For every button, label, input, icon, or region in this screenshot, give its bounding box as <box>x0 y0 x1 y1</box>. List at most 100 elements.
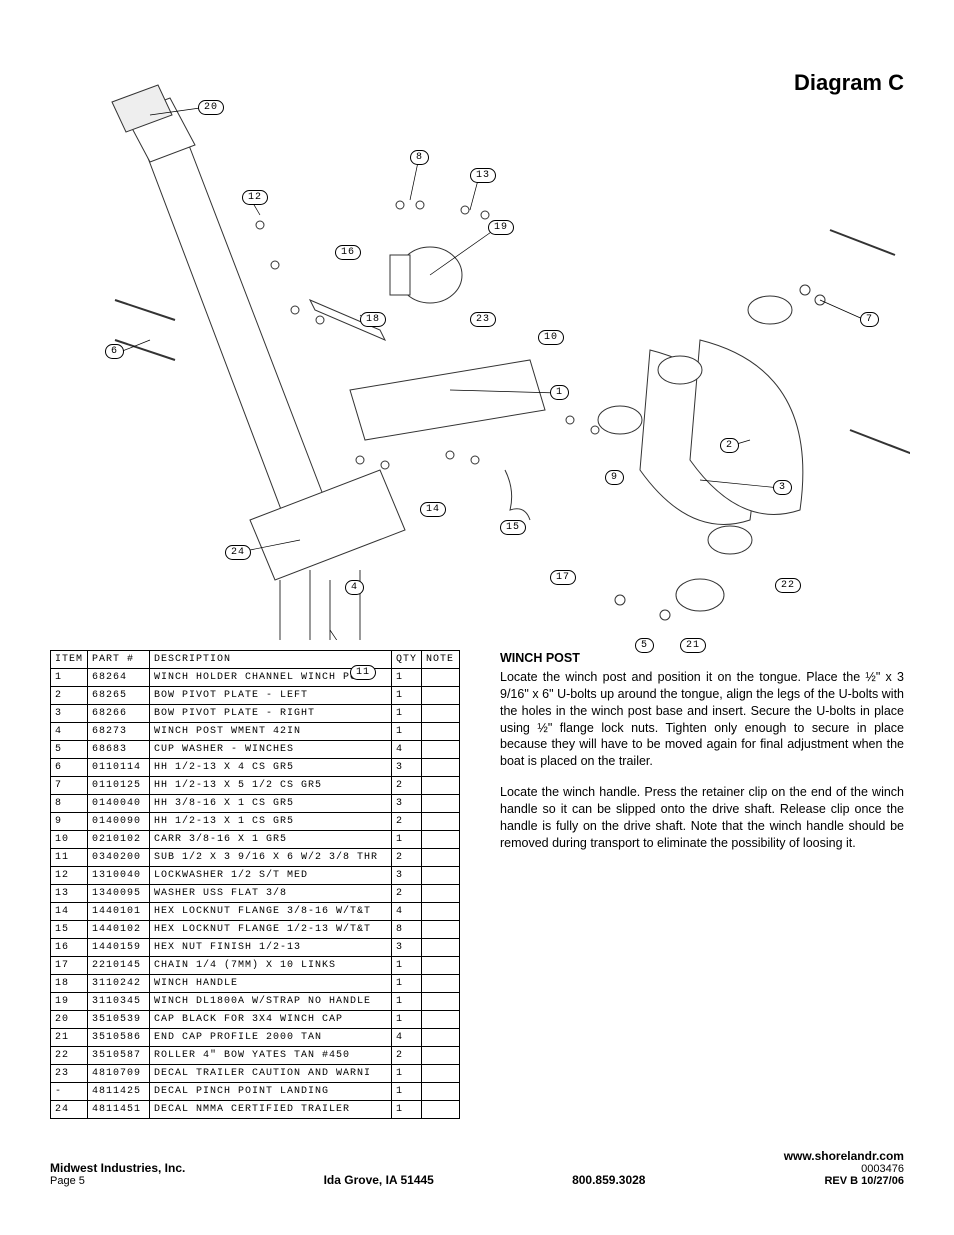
table-cell: 1 <box>391 831 421 849</box>
table-cell <box>422 885 460 903</box>
table-cell: 7 <box>51 777 88 795</box>
table-cell: 3110345 <box>88 993 150 1011</box>
table-cell <box>422 1011 460 1029</box>
section-title: WINCH POST <box>500 650 904 667</box>
table-cell: 23 <box>51 1065 88 1083</box>
table-cell: 2 <box>391 777 421 795</box>
table-cell: 18 <box>51 975 88 993</box>
table-cell: 4 <box>391 903 421 921</box>
table-cell: BOW PIVOT PLATE - RIGHT <box>150 705 392 723</box>
callout-7: 7 <box>860 312 879 327</box>
table-row: 131340095WASHER USS FLAT 3/82 <box>51 885 460 903</box>
footer-url: www.shorelandr.com <box>784 1149 904 1163</box>
table-cell <box>422 831 460 849</box>
th-part: PART # <box>88 651 150 669</box>
table-cell: 1 <box>391 1011 421 1029</box>
callout-16: 16 <box>335 245 361 260</box>
table-cell: 15 <box>51 921 88 939</box>
table-cell: HH 1/2-13 X 1 CS GR5 <box>150 813 392 831</box>
table-cell: 16 <box>51 939 88 957</box>
table-cell: 3 <box>391 795 421 813</box>
table-row: 203510539CAP BLACK FOR 3X4 WINCH CAP1 <box>51 1011 460 1029</box>
table-cell: 68266 <box>88 705 150 723</box>
table-cell: WINCH HANDLE <box>150 975 392 993</box>
table-row: -4811425DECAL PINCH POINT LANDING1 <box>51 1083 460 1101</box>
parts-table: ITEM PART # DESCRIPTION QTY NOTE 168264W… <box>50 650 460 1119</box>
table-row: 223510587ROLLER 4" BOW YATES TAN #4502 <box>51 1047 460 1065</box>
exploded-diagram: Diagram C <box>50 40 904 640</box>
table-row: 141440101HEX LOCKNUT FLANGE 3/8-16 W/T&T… <box>51 903 460 921</box>
table-cell: 22 <box>51 1047 88 1065</box>
table-cell: 0210102 <box>88 831 150 849</box>
table-row: 151440102HEX LOCKNUT FLANGE 1/2-13 W/T&T… <box>51 921 460 939</box>
table-cell <box>422 687 460 705</box>
table-cell: 0110114 <box>88 759 150 777</box>
table-cell: HH 1/2-13 X 5 1/2 CS GR5 <box>150 777 392 795</box>
callout-21: 21 <box>680 638 706 653</box>
table-cell: DECAL TRAILER CAUTION AND WARNI <box>150 1065 392 1083</box>
footer-location: Ida Grove, IA 51445 <box>324 1173 434 1187</box>
callout-23: 23 <box>470 312 496 327</box>
table-cell: 4 <box>391 1029 421 1047</box>
table-cell: 2 <box>51 687 88 705</box>
table-cell: ROLLER 4" BOW YATES TAN #450 <box>150 1047 392 1065</box>
table-cell: 1 <box>391 957 421 975</box>
table-cell <box>422 759 460 777</box>
table-cell <box>422 975 460 993</box>
table-cell: 3 <box>391 759 421 777</box>
table-row: 368266BOW PIVOT PLATE - RIGHT1 <box>51 705 460 723</box>
instructions-column: WINCH POST Locate the winch post and pos… <box>500 650 904 866</box>
table-cell: 3510586 <box>88 1029 150 1047</box>
callout-17: 17 <box>550 570 576 585</box>
table-cell: - <box>51 1083 88 1101</box>
table-row: 568683CUP WASHER - WINCHES4 <box>51 741 460 759</box>
table-cell <box>422 849 460 867</box>
callout-12: 12 <box>242 190 268 205</box>
table-cell: 1440101 <box>88 903 150 921</box>
footer-company: Midwest Industries, Inc. <box>50 1161 185 1175</box>
footer-phone: 800.859.3028 <box>572 1173 645 1187</box>
table-cell: HEX LOCKNUT FLANGE 3/8-16 W/T&T <box>150 903 392 921</box>
table-cell: 17 <box>51 957 88 975</box>
table-cell: 3110242 <box>88 975 150 993</box>
table-cell <box>422 705 460 723</box>
table-cell <box>422 777 460 795</box>
table-cell: 2 <box>391 885 421 903</box>
callout-22: 22 <box>775 578 801 593</box>
table-cell: 3 <box>51 705 88 723</box>
callout-2: 2 <box>720 438 739 453</box>
table-cell: CAP BLACK FOR 3X4 WINCH CAP <box>150 1011 392 1029</box>
table-row: 100210102CARR 3/8-16 X 1 GR51 <box>51 831 460 849</box>
table-cell: END CAP PROFILE 2000 TAN <box>150 1029 392 1047</box>
table-cell: LOCKWASHER 1/2 S/T MED <box>150 867 392 885</box>
table-row: 183110242WINCH HANDLE1 <box>51 975 460 993</box>
callout-4: 4 <box>345 580 364 595</box>
diagram-svg <box>50 40 910 640</box>
table-cell: 2 <box>391 813 421 831</box>
table-cell: 1 <box>391 1101 421 1119</box>
table-row: 70110125HH 1/2-13 X 5 1/2 CS GR52 <box>51 777 460 795</box>
callout-6: 6 <box>105 344 124 359</box>
table-cell <box>422 939 460 957</box>
table-cell <box>422 1047 460 1065</box>
th-item: ITEM <box>51 651 88 669</box>
th-qty: QTY <box>391 651 421 669</box>
table-cell: 2210145 <box>88 957 150 975</box>
table-row: 60110114HH 1/2-13 X 4 CS GR53 <box>51 759 460 777</box>
table-cell <box>422 669 460 687</box>
table-cell: 20 <box>51 1011 88 1029</box>
callout-24: 24 <box>225 545 251 560</box>
table-cell <box>422 903 460 921</box>
callout-15: 15 <box>500 520 526 535</box>
table-cell: 3510539 <box>88 1011 150 1029</box>
callout-19: 19 <box>488 220 514 235</box>
table-cell: 3 <box>391 867 421 885</box>
table-cell: 0340200 <box>88 849 150 867</box>
table-row: 268265BOW PIVOT PLATE - LEFT1 <box>51 687 460 705</box>
callout-14: 14 <box>420 502 446 517</box>
table-cell: WASHER USS FLAT 3/8 <box>150 885 392 903</box>
table-cell: 3510587 <box>88 1047 150 1065</box>
table-cell <box>422 813 460 831</box>
table-cell: 1 <box>51 669 88 687</box>
table-cell: 0110125 <box>88 777 150 795</box>
